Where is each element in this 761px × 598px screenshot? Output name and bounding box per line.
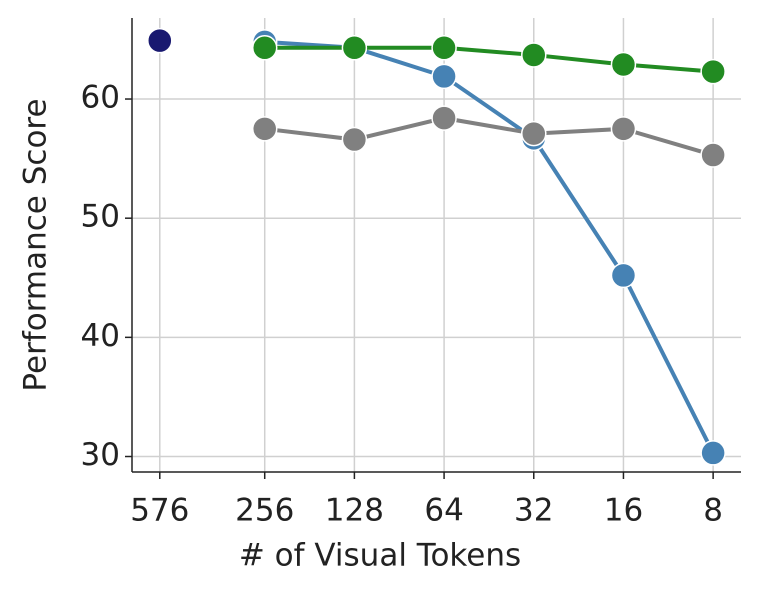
point bbox=[700, 58, 726, 85]
point bbox=[700, 142, 726, 168]
x-tick-label: 128 bbox=[325, 493, 384, 529]
point bbox=[700, 440, 726, 466]
x-tick-label: 64 bbox=[424, 493, 463, 529]
point bbox=[251, 35, 278, 61]
point bbox=[431, 63, 457, 90]
x-tick-label: 32 bbox=[514, 493, 553, 529]
point bbox=[341, 126, 368, 153]
series-line bbox=[264, 39, 715, 454]
x-tick-label: 256 bbox=[235, 493, 294, 529]
y-axis-label: Performance Score bbox=[18, 98, 54, 391]
point bbox=[610, 116, 637, 142]
x-tick-label: 8 bbox=[703, 493, 723, 529]
point bbox=[431, 105, 457, 131]
point bbox=[610, 262, 637, 289]
y-tick-label: 40 bbox=[81, 318, 120, 354]
y-tick-label: 50 bbox=[81, 199, 120, 235]
y-tick-label: 30 bbox=[81, 437, 120, 473]
point bbox=[521, 120, 547, 147]
x-tick-label: 576 bbox=[130, 493, 189, 529]
series-line bbox=[264, 45, 714, 74]
point bbox=[431, 35, 457, 61]
point bbox=[341, 35, 368, 61]
series-line bbox=[264, 116, 714, 157]
y-tick-label: 60 bbox=[81, 80, 120, 116]
point bbox=[251, 116, 278, 142]
point bbox=[610, 51, 637, 78]
x-axis-label: # of Visual Tokens bbox=[239, 538, 521, 574]
point bbox=[147, 27, 173, 54]
x-tick-label: 16 bbox=[604, 493, 643, 529]
point bbox=[521, 42, 547, 68]
